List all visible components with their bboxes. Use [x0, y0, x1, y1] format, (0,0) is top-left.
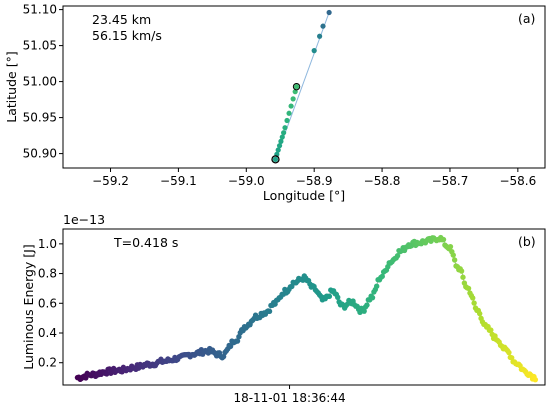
panel-b-y-tick-label: 0.8	[38, 267, 57, 281]
panel-a-point	[293, 84, 300, 90]
panel-a-point	[326, 9, 332, 16]
panel-b-point	[488, 327, 494, 333]
panel-a-mid-marker	[292, 82, 301, 91]
panel-a-x-tick-label: −58.9	[296, 174, 333, 188]
panel-b-y-tick-label: 0.2	[38, 356, 57, 370]
panel-a-marks	[271, 9, 332, 164]
panel-a-point	[281, 130, 287, 136]
panel-b-energy: 18-11-01 18:36:44 0.20.40.60.81.0 1e−13 …	[21, 212, 546, 405]
panel-a-x-ticks: −59.2 −59.1 −59.0 −58.9 −58.8 −58.7 −58.6	[92, 168, 536, 188]
panel-a-y-tick-label: 51.10	[23, 3, 57, 17]
panel-b-point	[532, 376, 539, 383]
panel-a-x-tick-label: −58.6	[499, 174, 536, 188]
panel-b-y-tick-label: 0.6	[38, 296, 57, 310]
panel-a-point	[275, 147, 281, 153]
panel-b-point	[465, 285, 472, 292]
panel-a-xlabel: Longitude [°]	[263, 188, 345, 203]
panel-a-point	[292, 89, 298, 95]
panel-a-point	[284, 117, 290, 124]
panel-b-point	[326, 293, 333, 300]
panel-b-point	[450, 252, 456, 258]
panel-b-point	[447, 243, 454, 250]
panel-b-marks	[74, 234, 539, 383]
panel-b-point	[373, 283, 380, 289]
panel-a-y-tick-label: 51.05	[23, 39, 57, 53]
panel-a-point	[276, 143, 283, 149]
panel-a-y-tick-label: 51.00	[23, 75, 57, 89]
panel-b-point	[234, 338, 241, 344]
panel-a-ylabel: Latitude [°]	[4, 51, 19, 122]
panel-b-point	[394, 253, 401, 259]
panel-b-point	[470, 295, 476, 301]
panel-a-start-marker	[271, 155, 280, 164]
panel-b-ylabel: Luminous Energy [J]	[21, 244, 36, 369]
panel-b-point	[220, 353, 227, 360]
panel-a-y-tick-label: 50.95	[23, 111, 57, 125]
panel-b-duration: T=0.418 s	[113, 235, 178, 250]
panel-a-x-tick-label: −59.1	[160, 174, 197, 188]
panel-a-point	[279, 134, 285, 140]
panel-b-point	[379, 273, 385, 280]
panel-a-x-tick-label: −58.7	[432, 174, 469, 188]
panel-a-distance: 23.45 km	[92, 12, 151, 27]
panel-a-point	[317, 33, 323, 39]
panel-b-y-tick-label: 1.0	[38, 237, 57, 251]
panel-a-label: (a)	[518, 11, 535, 26]
panel-b-x-tick-label: 18-11-01 18:36:44	[233, 391, 345, 405]
panel-b-point	[451, 257, 458, 263]
panel-b-y-ticks: 0.2 0.4 0.6 0.8 1.0	[38, 237, 63, 370]
panel-a-x-tick-label: −58.8	[364, 174, 401, 188]
panel-a-x-tick-label: −59.0	[228, 174, 265, 188]
panel-b-point	[335, 294, 341, 301]
panel-a-speed: 56.15 km/s	[92, 28, 162, 43]
panel-b-point	[476, 310, 483, 317]
panel-b-point	[289, 283, 295, 290]
panel-a-point	[290, 96, 296, 102]
panel-b-series-line	[77, 236, 536, 380]
panel-b-point	[361, 308, 367, 314]
panel-a-frame	[62, 5, 546, 169]
panel-a-point	[320, 23, 326, 29]
panel-b-point	[440, 236, 447, 243]
panel-b-label: (b)	[518, 234, 536, 249]
panel-b-y-tick-label: 0.4	[38, 326, 57, 340]
panel-b-point	[103, 371, 110, 377]
panel-b-offset-label: 1e−13	[63, 212, 105, 227]
panel-a-point	[288, 103, 294, 109]
panel-b-point	[364, 302, 370, 308]
panel-a-point	[282, 125, 288, 131]
panel-a-point	[286, 110, 292, 116]
panel-b-point	[227, 343, 234, 350]
panel-a-point	[278, 138, 284, 144]
panel-b-point	[266, 308, 273, 315]
panel-a-trajectory: −59.2 −59.1 −59.0 −58.9 −58.8 −58.7 −58.6 50.9…	[4, 3, 546, 203]
panel-b-point	[458, 268, 465, 274]
panel-b-point	[506, 349, 512, 356]
panel-a-y-ticks: 50.90 50.95 51.00 51.05 51.10	[23, 3, 63, 161]
panel-b-x-ticks: 18-11-01 18:36:44	[233, 385, 346, 405]
panel-a-y-tick-label: 50.90	[23, 147, 57, 161]
panel-b-point	[460, 274, 466, 280]
panel-a-point	[311, 48, 317, 54]
panel-a-point	[272, 156, 279, 162]
panel-b-frame	[62, 228, 546, 386]
panel-b-point	[471, 300, 477, 306]
panel-b-point	[369, 294, 376, 301]
panel-a-x-tick-label: −59.2	[92, 174, 129, 188]
